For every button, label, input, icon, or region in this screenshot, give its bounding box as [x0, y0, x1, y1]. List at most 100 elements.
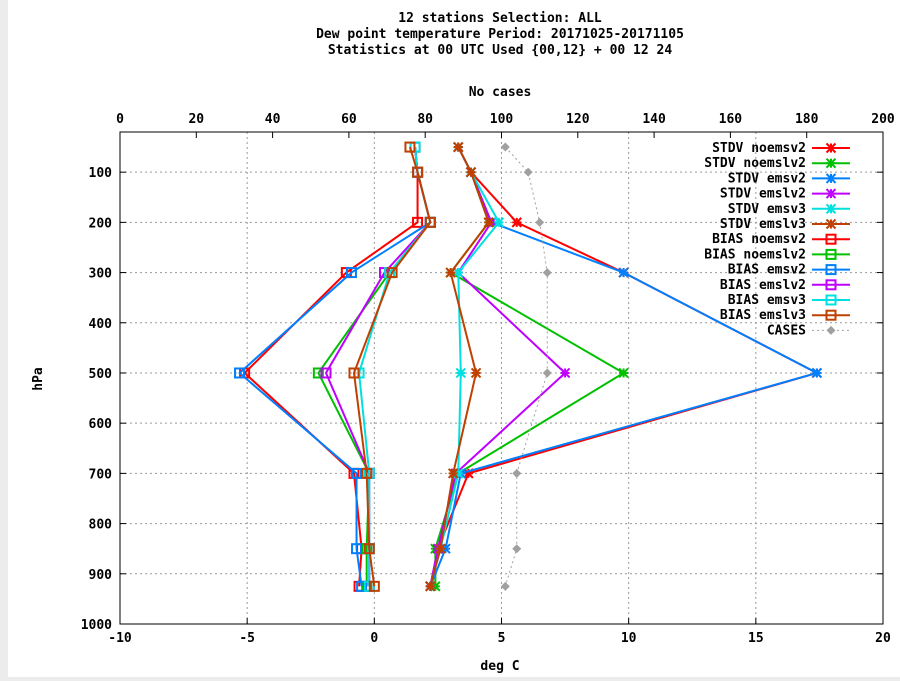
data-point-bias-emslv3: [386, 267, 398, 279]
title-line-2: Dew point temperature Period: 20171025-2…: [316, 27, 684, 42]
x2-tick-label: 60: [341, 112, 357, 127]
legend-label: BIAS emsv2: [728, 263, 806, 278]
y-tick-label: 1000: [81, 618, 112, 633]
legend-marker: [825, 142, 837, 154]
x-tick-label: 10: [621, 631, 637, 646]
x2-tick-label: 180: [795, 112, 819, 127]
data-point-bias-emsv2: [356, 580, 368, 592]
x2-tick-label: 40: [265, 112, 281, 127]
data-point-stdv-emslv2: [559, 367, 571, 379]
y-tick-label: 100: [89, 166, 113, 181]
legend-label: STDV emsv2: [728, 171, 806, 186]
legend-item-bias-noemsv2: BIAS noemsv2: [712, 232, 850, 247]
legend-marker: [825, 233, 837, 245]
legend-marker: [825, 294, 837, 306]
title-line-1: 12 stations Selection: ALL: [398, 11, 602, 26]
data-point-bias-emsv2: [351, 467, 363, 479]
legend-label: BIAS emsv3: [728, 293, 806, 308]
legend-label: STDV noemsv2: [712, 141, 806, 156]
legend-marker: [825, 248, 837, 260]
data-point-bias-emslv3: [424, 216, 436, 228]
legend-item-stdv-noemslv2: STDV noemslv2: [704, 156, 850, 171]
x2-tick-label: 80: [417, 112, 433, 127]
legend-label: STDV emslv3: [720, 217, 806, 232]
data-point-stdv-noemslv2: [618, 367, 629, 379]
legend-marker: [825, 157, 837, 169]
x-tick-label: 20: [875, 631, 891, 646]
data-point-bias-noemslv2: [312, 367, 324, 379]
series-bias-emslv3: [348, 141, 436, 592]
y-tick-label: 700: [89, 467, 113, 482]
series-line-stdv-emslv3: [429, 146, 490, 587]
legend-marker: [825, 264, 837, 276]
legend-item-bias-emsv2: BIAS emsv2: [728, 263, 850, 278]
series-cases: [500, 142, 552, 591]
x-tick-label: 5: [498, 631, 506, 646]
legend-item-stdv-emslv2: STDV emslv2: [720, 187, 850, 202]
y-axis-label: hPa: [31, 367, 46, 391]
data-point-stdv-emsv3: [493, 217, 505, 228]
grid-lines: [120, 132, 883, 624]
legend-marker: [825, 279, 837, 291]
x-tick-label: 0: [370, 631, 378, 646]
legend-label: STDV noemslv2: [704, 156, 806, 171]
series-line-bias-emslv3: [352, 146, 432, 587]
y-tick-label: 900: [89, 568, 113, 583]
data-point-cases: [500, 142, 510, 152]
legend-label: STDV emslv2: [720, 187, 806, 202]
legend-item-bias-emslv2: BIAS emslv2: [720, 278, 850, 293]
x2-tick-label: 160: [719, 112, 743, 127]
x-tick-label: -5: [239, 631, 255, 646]
data-point-cases: [523, 167, 533, 177]
data-point-stdv-emslv3: [465, 166, 477, 178]
legend-item-bias-emslv3: BIAS emslv3: [720, 308, 850, 323]
legend-label: STDV emsv3: [728, 202, 806, 217]
data-point-stdv-noemsv2: [511, 217, 522, 228]
legend-item-bias-emsv3: BIAS emsv3: [728, 293, 850, 308]
legend-item-bias-noemslv2: BIAS noemslv2: [704, 247, 850, 262]
data-point-stdv-emsv3: [453, 267, 464, 278]
series-stdv-emslv3: [425, 141, 494, 592]
data-point-bias-emslv2: [320, 367, 332, 379]
data-point-cases: [512, 468, 522, 478]
data-point-cases: [535, 217, 545, 227]
data-point-stdv-emslv3: [425, 581, 436, 592]
data-point-bias-emsv2: [351, 543, 363, 555]
legend-marker: [825, 173, 837, 184]
data-series: [234, 141, 823, 592]
legend-marker: [825, 188, 837, 199]
data-point-bias-emslv3: [412, 166, 424, 178]
data-point-stdv-emslv3: [445, 267, 456, 278]
legend-item-stdv-emsv2: STDV emsv2: [728, 171, 850, 186]
data-point-bias-noemsv2: [412, 216, 424, 228]
y-tick-label: 600: [89, 417, 113, 432]
x2-tick-label: 100: [490, 112, 514, 127]
data-point-bias-emslv3: [368, 580, 380, 592]
legend-label: BIAS noemslv2: [704, 247, 806, 262]
x2-tick-label: 120: [566, 112, 590, 127]
data-point-bias-emslv3: [361, 467, 373, 479]
data-point-cases: [542, 368, 552, 378]
legend-marker: [825, 218, 837, 230]
data-point-bias-emslv3: [404, 141, 416, 153]
data-point-cases: [512, 544, 522, 554]
data-point-stdv-emsv2: [618, 267, 629, 278]
data-point-cases: [542, 268, 552, 278]
data-point-stdv-emslv3: [453, 141, 464, 153]
plot-border: [119, 131, 884, 625]
plot-background: [8, 0, 900, 677]
legend-label: BIAS noemsv2: [712, 232, 806, 247]
y-tick-label: 300: [89, 267, 113, 282]
x2-tick-label: 20: [188, 112, 204, 127]
series-line-cases: [504, 146, 548, 587]
legend-marker: [826, 325, 836, 335]
legend-item-stdv-noemsv2: STDV noemsv2: [712, 141, 850, 156]
y-tick-label: 500: [89, 367, 113, 382]
data-point-bias-emsv2: [345, 267, 357, 279]
title-line-3: Statistics at 00 UTC Used {00,12} + 00 1…: [328, 43, 673, 58]
data-point-stdv-emslv3: [435, 543, 446, 554]
data-point-stdv-emslv3: [447, 468, 459, 479]
